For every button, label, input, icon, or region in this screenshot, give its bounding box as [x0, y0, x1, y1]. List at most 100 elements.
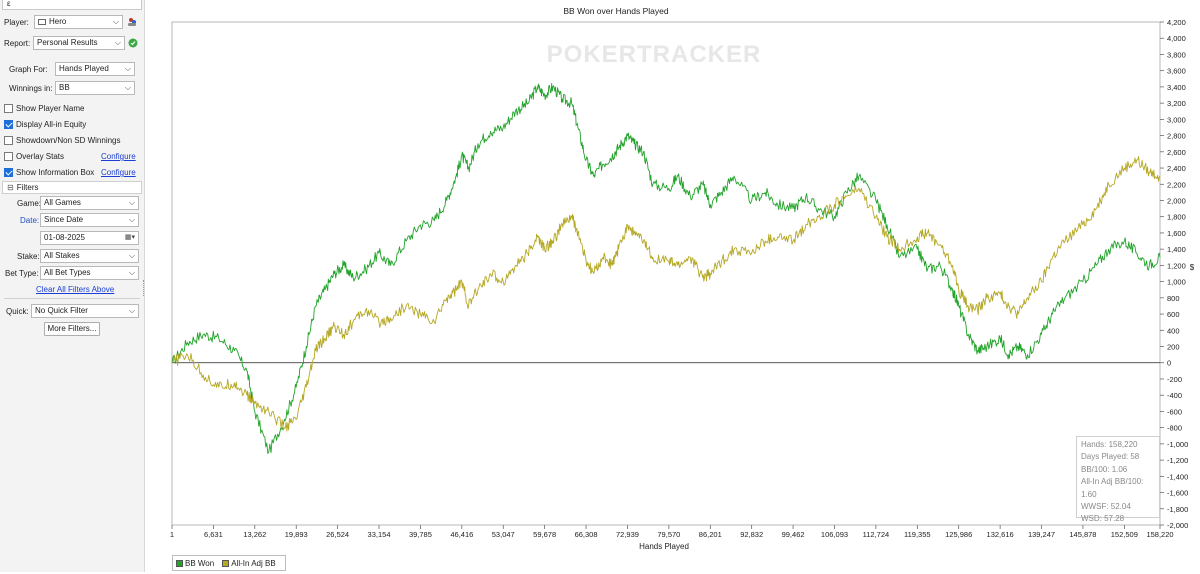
checkbox-checked-icon[interactable]	[4, 167, 13, 177]
x-tick-label: 1	[170, 530, 174, 539]
info-wsd: WSD: 57.28	[1081, 514, 1125, 524]
graph-for-select[interactable]: Hands Played ⌵	[55, 62, 135, 76]
y-tick-label: 2,800	[1167, 132, 1186, 141]
date-input[interactable]: 01-08-2025 ▦▾	[40, 231, 139, 245]
y-tick-label: -1,600	[1167, 489, 1188, 498]
x-tick-label: 39,785	[409, 530, 432, 539]
x-tick-label: 66,308	[575, 530, 598, 539]
y-tick-label: 3,800	[1167, 50, 1186, 59]
winnings-label: Winnings in:	[9, 83, 53, 93]
more-filters-button[interactable]: More Filters...	[44, 322, 100, 336]
overlay-configure-link[interactable]: Configure	[101, 152, 136, 161]
game-label: Game:	[17, 198, 42, 208]
checkbox-label: Overlay Stats	[16, 151, 65, 161]
y-tick-label: 200	[1167, 343, 1180, 352]
winnings-value: BB	[59, 83, 70, 92]
legend-swatch-allin-adj	[222, 559, 230, 567]
chevron-down-icon: ⌵	[128, 215, 135, 224]
y-tick-label: -1,800	[1167, 505, 1188, 514]
refresh-icon[interactable]	[128, 38, 138, 48]
checkbox-icon[interactable]	[4, 135, 13, 145]
player-select[interactable]: Hero ⌵	[34, 15, 123, 29]
player-label: Player:	[4, 17, 29, 27]
x-tick-label: 86,201	[699, 530, 722, 539]
chevron-down-icon: ⌵	[128, 251, 135, 260]
bb-won-chart: BB Won over Hands Played POKERTRACKER -2…	[170, 6, 1195, 551]
y-tick-label: -400	[1167, 391, 1182, 400]
collapse-icon[interactable]: ⊟	[7, 183, 14, 192]
x-tick-label: 139,247	[1028, 530, 1055, 539]
x-tick-label: 158,220	[1146, 530, 1173, 539]
game-row: Game:	[17, 196, 41, 210]
filters-title: Filters	[16, 183, 39, 192]
bettype-value: All Bet Types	[44, 268, 91, 277]
y-tick-label: 400	[1167, 326, 1180, 335]
chevron-down-icon: ⌵	[124, 64, 131, 73]
players-icon[interactable]	[127, 17, 137, 27]
x-tick-label: 112,724	[863, 530, 890, 539]
series-line-allin-adj	[171, 156, 1161, 432]
x-tick-label: 152,509	[1111, 530, 1138, 539]
quick-value: No Quick Filter	[35, 306, 88, 315]
pokertracker-watermark: POKERTRACKER	[547, 41, 762, 68]
x-tick-label: 19,893	[285, 530, 308, 539]
checkbox-showdown-winnings[interactable]: Showdown/Non SD Winnings	[4, 133, 121, 147]
checkbox-overlay-stats[interactable]: Overlay Stats	[4, 149, 64, 163]
legend-label-bb-won: BB Won	[185, 558, 215, 568]
y-tick-label: 0	[1167, 359, 1171, 368]
player-value: Hero	[49, 17, 67, 26]
chevron-down-icon: ⌵	[112, 17, 119, 26]
date-select[interactable]: Since Date ⌵	[40, 213, 139, 227]
checkbox-label: Showdown/Non SD Winnings	[16, 135, 121, 145]
infobox-configure-link[interactable]: Configure	[101, 168, 136, 177]
y-tick-label: -1,200	[1167, 456, 1188, 465]
quick-label: Quick:	[6, 306, 29, 316]
x-tick-label: 6,631	[204, 530, 223, 539]
x-tick-label: 145,878	[1069, 530, 1096, 539]
y-tick-label: 4,000	[1167, 34, 1186, 43]
report-select[interactable]: Personal Results ⌵	[33, 36, 125, 50]
bettype-select[interactable]: All Bet Types ⌵	[40, 266, 139, 280]
date-value: Since Date	[44, 215, 84, 224]
series-line-bb-won	[171, 83, 1161, 454]
info-days-played: Days Played: 58	[1081, 452, 1140, 462]
sidebar: ε Player: Hero ⌵ Report: Personal Result…	[0, 0, 145, 572]
checkbox-show-info-box[interactable]: Show Information Box	[4, 165, 94, 179]
stake-value: All Stakes	[44, 251, 80, 260]
report-value: Personal Results	[37, 38, 98, 47]
clear-filters-link[interactable]: Clear All Filters Above	[36, 285, 115, 294]
x-tick-label: 53,047	[492, 530, 515, 539]
divider	[4, 298, 140, 299]
info-allin-bb100: All-In Adj BB/100: 1.60	[1081, 477, 1144, 499]
top-input[interactable]: ε	[2, 0, 142, 10]
filters-header[interactable]: ⊟ Filters	[2, 181, 142, 194]
winnings-row: Winnings in:	[9, 81, 53, 95]
chevron-down-icon: ⌵	[128, 198, 135, 207]
quick-filter-select[interactable]: No Quick Filter ⌵	[31, 304, 139, 318]
checkbox-icon[interactable]	[4, 103, 13, 113]
y-tick-label: 2,000	[1167, 196, 1186, 205]
y-tick-label: -600	[1167, 407, 1182, 416]
x-tick-label: 46,416	[450, 530, 473, 539]
player-row: Player:	[4, 15, 29, 29]
winnings-select[interactable]: BB ⌵	[55, 81, 135, 95]
checkbox-checked-icon[interactable]	[4, 119, 13, 129]
chart-legend: BB Won All-In Adj BB	[172, 555, 286, 571]
y-tick-label: 2,400	[1167, 164, 1186, 173]
calendar-icon[interactable]: ▦▾	[124, 234, 135, 241]
stake-select[interactable]: All Stakes ⌵	[40, 249, 139, 263]
checkbox-display-all-in-equity[interactable]: Display All-in Equity	[4, 117, 86, 131]
chevron-down-icon: ⌵	[128, 306, 135, 315]
game-select[interactable]: All Games ⌵	[40, 196, 139, 210]
legend-label-allin-adj: All-In Adj BB	[231, 558, 276, 568]
info-wwsf: WWSF: 52.04	[1081, 502, 1131, 512]
splitter-handle[interactable]	[143, 280, 145, 296]
checkbox-show-player-name[interactable]: Show Player Name	[4, 101, 84, 115]
y-tick-label: 2,200	[1167, 180, 1186, 189]
date-label: Date:	[20, 215, 40, 225]
chevron-down-icon: ⌵	[114, 38, 121, 47]
checkbox-label: Display All-in Equity	[16, 119, 87, 129]
y-tick-label: 3,400	[1167, 83, 1186, 92]
y-tick-label: 4,200	[1167, 18, 1186, 27]
checkbox-icon[interactable]	[4, 151, 13, 161]
